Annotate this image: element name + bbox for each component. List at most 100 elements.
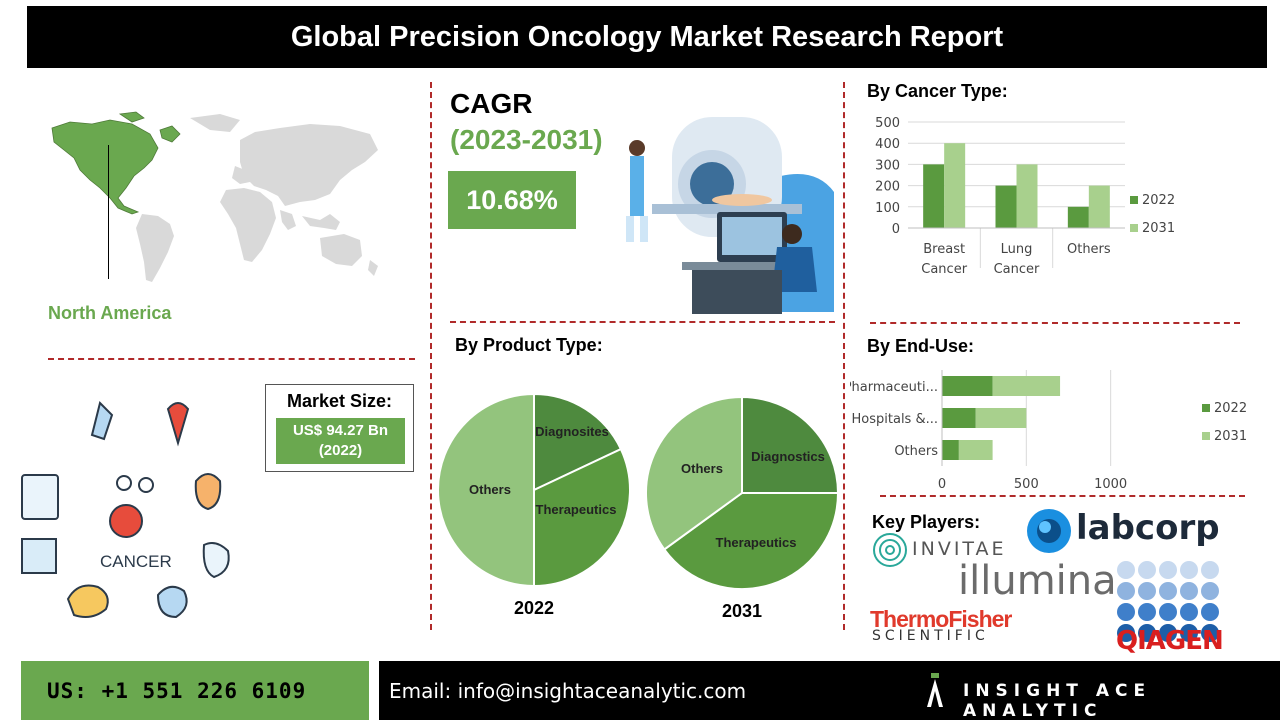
qiagen-dot xyxy=(1180,561,1198,579)
pie-slice-label: Others xyxy=(469,482,511,497)
bar-2031-2 xyxy=(1088,185,1110,228)
footer-phone: US: +1 551 226 6109 xyxy=(21,661,369,720)
qiagen-dot xyxy=(1201,561,1219,579)
qiagen-dot xyxy=(1159,603,1177,621)
pie-slice-others xyxy=(645,395,743,551)
brand-logo-icon xyxy=(927,673,943,707)
hbar-2031-2 xyxy=(958,440,993,460)
y-category-label: Others xyxy=(894,444,938,459)
thermofisher-scientific-text: SCIENTIFIC xyxy=(872,628,989,644)
legend-label: 2022 xyxy=(1214,401,1247,416)
hbar-2031-0 xyxy=(992,376,1061,396)
x-category-label: Lung xyxy=(1001,242,1033,257)
cancer-icon-collage: CANCER xyxy=(21,401,230,619)
legend-label: 2031 xyxy=(1142,221,1175,236)
pie-caption: 2031 xyxy=(722,601,762,621)
cancer-type-heading: By Cancer Type: xyxy=(867,81,1008,101)
qiagen-dot xyxy=(1138,561,1156,579)
market-size-label: Market Size: xyxy=(286,391,393,411)
market-size-box: Market Size: US$ 94.27 Bn (2022) xyxy=(265,384,414,472)
world-map xyxy=(51,111,378,282)
cagr-heading: CAGR xyxy=(450,88,533,119)
pie-slice-label: Diagnostics xyxy=(751,449,825,464)
cancer-type-bar-chart: 0 100 200 300 400 500 Breast Cancer Lung Cancer Ot… xyxy=(875,116,1175,277)
pie-slice-therapeutics xyxy=(533,447,631,588)
bar-2022-2 xyxy=(1067,206,1089,228)
y-category-label: Pharmaceuti... xyxy=(850,380,938,395)
bar-2022-0 xyxy=(923,164,945,228)
qiagen-dot xyxy=(1117,561,1135,579)
hbar-2022-0 xyxy=(942,376,993,396)
x-tick-label: 500 xyxy=(1014,477,1039,492)
x-category-label: Others xyxy=(1067,242,1111,257)
y-tick-label: 200 xyxy=(875,180,900,195)
legend-swatch xyxy=(1202,432,1210,440)
divider-vertical-left xyxy=(430,82,432,630)
qiagen-dot xyxy=(1180,624,1198,642)
y-tick-label: 100 xyxy=(875,201,900,216)
hbar-2022-2 xyxy=(942,440,959,460)
qiagen-dot xyxy=(1117,624,1135,642)
market-size-amount: US$ 94.27 Bn xyxy=(292,422,389,439)
qiagen-dot xyxy=(1180,603,1198,621)
illumina-logo: illumina xyxy=(958,558,1117,604)
pie-chart-2022: Diagnosites Therapeutics Others 2022 xyxy=(437,392,631,618)
pie-slice-diagnosites xyxy=(533,392,623,492)
hbar-2031-1 xyxy=(975,408,1027,428)
mri-scan-illustration xyxy=(626,117,834,314)
market-size-value: US$ 94.27 Bn (2022) xyxy=(276,418,405,464)
legend-swatch xyxy=(1202,404,1210,412)
qiagen-dot xyxy=(1138,624,1156,642)
legend-label: 2022 xyxy=(1142,193,1175,208)
x-category-label: Breast xyxy=(923,242,965,257)
bar-2022-1 xyxy=(995,185,1017,228)
qiagen-dot xyxy=(1201,582,1219,600)
qiagen-dot xyxy=(1117,603,1135,621)
pie-chart-2031: Diagnostics Therapeutics Others 2031 xyxy=(645,395,840,621)
y-tick-label: 0 xyxy=(892,222,900,237)
divider-horizontal-right-top xyxy=(870,322,1240,324)
qiagen-dot xyxy=(1159,582,1177,600)
bar-2031-0 xyxy=(944,143,966,228)
x-category-label: Cancer xyxy=(921,262,967,277)
pie-slice-label: Others xyxy=(681,461,723,476)
footer-email: Email: info@insightaceanalytic.com xyxy=(389,679,747,703)
qiagen-logo: QIAGEN xyxy=(1116,626,1224,656)
labcorp-logo: labcorp xyxy=(1076,508,1220,548)
divider-horizontal-center xyxy=(450,321,835,323)
region-pointer-line xyxy=(108,145,109,279)
pie-slice-others xyxy=(437,392,535,588)
product-type-pie-charts: Diagnosites Therapeutics Others 2022 Diagno… xyxy=(437,392,840,621)
qiagen-dot xyxy=(1117,582,1135,600)
report-title: Global Precision Oncology Market Researc… xyxy=(27,6,1267,68)
invitae-logo-icon xyxy=(873,533,907,567)
x-tick-label: 0 xyxy=(938,477,946,492)
y-tick-label: 500 xyxy=(875,116,900,131)
key-players-heading: Key Players: xyxy=(872,512,981,532)
footer-brand-name: INSIGHT ACE ANALYTIC xyxy=(963,681,1152,720)
pie-slice-label: Therapeutics xyxy=(536,502,617,517)
qiagen-dot xyxy=(1201,603,1219,621)
pie-slice-diagnostics xyxy=(741,395,840,494)
region-label: North America xyxy=(48,303,172,323)
divider-vertical-right xyxy=(843,82,845,630)
x-tick-label: 1000 xyxy=(1094,477,1127,492)
qiagen-dot xyxy=(1138,582,1156,600)
pie-caption: 2022 xyxy=(514,598,554,618)
market-size-year: (2022) xyxy=(318,442,363,459)
key-players-logos: INVITAE labcorp illumina ThermoFisher SC… xyxy=(870,508,1270,660)
qiagen-dot xyxy=(1180,582,1198,600)
legend-swatch xyxy=(1130,196,1138,204)
thermofisher-logo: ThermoFisher xyxy=(870,606,1012,632)
y-tick-label: 300 xyxy=(875,158,900,173)
x-category-label: Cancer xyxy=(994,262,1040,277)
cagr-period: (2023-2031) xyxy=(450,124,603,155)
y-category-label: Hospitals &... xyxy=(852,412,938,427)
bar-2031-1 xyxy=(1016,164,1038,228)
qiagen-dot xyxy=(1159,624,1177,642)
qiagen-dot xyxy=(1138,603,1156,621)
labcorp-logo-icon xyxy=(1027,509,1071,553)
pie-slice-label: Diagnosites xyxy=(535,424,609,439)
end-use-heading: By End-Use: xyxy=(867,336,975,356)
end-use-bar-chart: 0 500 1000 Pharmaceuti... Hospitals &... Othe… xyxy=(850,370,1247,492)
